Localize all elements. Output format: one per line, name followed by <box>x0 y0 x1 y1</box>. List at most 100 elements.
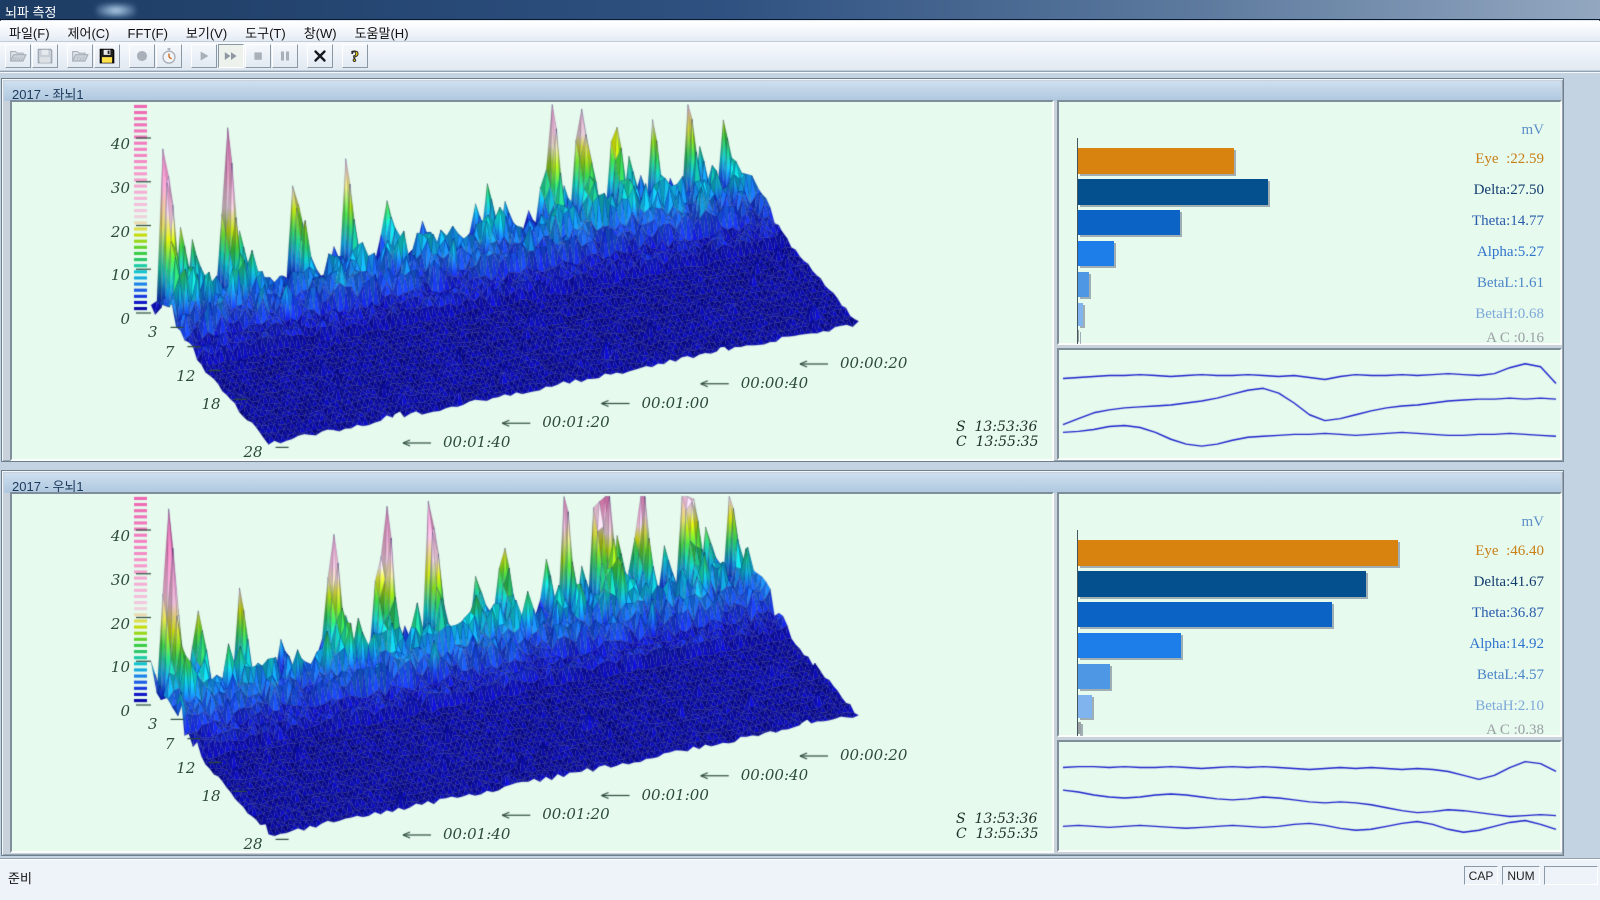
band-bar-label: Delta:27.50 <box>1473 182 1544 198</box>
amplitude-tick-label: 30 <box>110 178 130 197</box>
menu-help[interactable]: 도움말(H) <box>354 26 409 41</box>
frequency-tick-label: 12 <box>176 758 196 777</box>
current-time: C 13:55:35 <box>956 434 1039 450</box>
amplitude-tick-label: 10 <box>110 266 130 285</box>
band-bar-label: A C :0.38 <box>1486 722 1544 738</box>
band-bar-label: BetaH:2.10 <box>1475 698 1544 714</box>
save-bwd-button[interactable] <box>32 44 58 68</box>
time-axis-label: 00:00:20 <box>840 354 908 372</box>
folder-icon: BWD <box>9 50 27 62</box>
svg-text:?: ? <box>351 47 359 65</box>
menu-tools[interactable]: 도구(T) <box>245 26 286 41</box>
menu-fft[interactable]: FFT(F) <box>127 26 168 41</box>
amplitude-tick-label: 0 <box>120 310 130 328</box>
band-bar-label: Eye :46.40 <box>1475 543 1544 559</box>
stop-button[interactable] <box>245 44 271 68</box>
status-text: 준비 <box>8 871 32 886</box>
frequency-tick-label: 12 <box>176 366 196 385</box>
time-axis-label: 00:01:20 <box>542 805 610 824</box>
play-icon <box>200 51 209 61</box>
band-bar-label: BetaL:4.57 <box>1476 667 1544 683</box>
time-axis-label: 00:00:40 <box>740 373 809 392</box>
disk-icon <box>37 48 53 64</box>
start-time: S 13:53:36 <box>956 419 1038 435</box>
record-button[interactable] <box>129 44 155 68</box>
amplitude-tick-label: 10 <box>110 658 130 677</box>
panel-caption[interactable]: 2017 - 우뇌1 <box>4 473 1561 494</box>
band-bar-label: Alpha:5.27 <box>1476 244 1544 260</box>
help-button[interactable]: ? <box>342 44 368 68</box>
status-bar: 준비 CAP NUM <box>0 858 1600 900</box>
band-bar-alpha <box>1078 241 1115 266</box>
help-icon: ? <box>350 47 359 65</box>
play-button[interactable] <box>191 44 217 68</box>
save-txt-button[interactable] <box>94 44 120 68</box>
stop-icon <box>254 52 262 60</box>
close-button[interactable] <box>307 44 333 68</box>
menu-view[interactable]: 보기(V) <box>185 26 228 41</box>
amplitude-tick-label: 0 <box>120 702 130 720</box>
frequency-tick-label: 7 <box>164 342 175 361</box>
disk-icon <box>99 48 115 64</box>
time-axis-label: 00:01:40 <box>443 433 511 451</box>
frequency-tick-label: 28 <box>243 443 263 462</box>
timer-button[interactable] <box>156 44 182 68</box>
pause-icon <box>280 51 290 61</box>
close-icon <box>314 50 326 62</box>
titlebar-gloss <box>96 3 136 18</box>
ffwd-icon <box>224 52 237 60</box>
spectrum-3d-chart: S 13:53:36 C 13:55:35 40 30 20 10 0 3 7 12 18 28 0… <box>10 492 1054 853</box>
mdi-panel-left-brain: 2017 - 좌뇌1 S 13:53:36 C 13:55:35 40 30 20 1… <box>1 78 1564 462</box>
band-bar-label: Eye :22.59 <box>1475 151 1544 167</box>
time-axis-label: 00:01:00 <box>641 393 709 412</box>
title-bar[interactable]: 뇌파 측정 <box>0 0 1600 20</box>
frequency-tick-label: 18 <box>201 395 221 414</box>
band-bar-betal <box>1078 664 1110 689</box>
band-bar-label: BetaL:1.61 <box>1476 275 1544 291</box>
open-txt-button[interactable]: TXT <box>67 44 93 68</box>
time-axis-label: 00:00:40 <box>740 765 809 784</box>
spectrum-3d-canvas <box>12 494 1052 851</box>
eeg-trace-canvas <box>1059 350 1560 458</box>
band-bar-delta <box>1078 571 1366 597</box>
band-bar-eye <box>1078 148 1234 174</box>
svg-text:TXT: TXT <box>76 56 85 62</box>
band-bar-theta <box>1078 602 1333 627</box>
current-time: C 13:55:35 <box>956 826 1039 842</box>
bar-axis <box>1077 530 1078 736</box>
band-bar-ac <box>1078 330 1080 342</box>
amplitude-tick-label: 40 <box>110 135 130 153</box>
time-axis-label: 00:00:20 <box>840 746 908 764</box>
menu-bar: 파일(F) 제어(C) FFT(F) 보기(V) 도구(T) 창(W) 도움말(H) <box>0 21 1600 42</box>
fast-forward-button[interactable] <box>218 44 244 68</box>
band-bar-label: Alpha:14.92 <box>1469 636 1544 652</box>
band-bar-delta <box>1078 179 1268 205</box>
record-icon <box>136 50 148 62</box>
time-axis-label: 00:01:00 <box>641 785 709 804</box>
mdi-panel-right-brain: 2017 - 우뇌1 S 13:53:36 C 13:55:35 40 30 20 1… <box>1 470 1564 856</box>
toolbar: BWD TXT? <box>0 42 1600 71</box>
menu-file[interactable]: 파일(F) <box>9 26 50 41</box>
band-bar-theta <box>1078 210 1180 235</box>
unit-label: mV <box>1521 514 1545 530</box>
timer-icon <box>162 48 176 64</box>
amplitude-tick-label: 30 <box>110 570 130 589</box>
time-axis-label: 00:01:40 <box>443 825 511 843</box>
band-power-bars: mV Eye :22.59 Delta:27.50 Theta:14.77 Alpha… <box>1057 100 1562 346</box>
band-bar-alpha <box>1078 633 1181 658</box>
pause-button[interactable] <box>272 44 298 68</box>
amplitude-tick-label: 40 <box>110 527 130 545</box>
scroll-indicator <box>1544 866 1598 885</box>
menu-window[interactable]: 창(W) <box>303 26 337 41</box>
frequency-tick-label: 28 <box>243 835 263 854</box>
window-title: 뇌파 측정 <box>5 5 57 20</box>
band-bar-betah <box>1078 303 1083 326</box>
folder-icon: TXT <box>71 50 89 62</box>
band-bar-label: Theta:36.87 <box>1471 605 1544 621</box>
open-bwd-button[interactable]: BWD <box>5 44 31 68</box>
menu-control[interactable]: 제어(C) <box>67 26 110 41</box>
unit-label: mV <box>1521 122 1545 138</box>
amplitude-tick-label: 20 <box>110 222 130 241</box>
panel-caption[interactable]: 2017 - 좌뇌1 <box>4 81 1561 102</box>
